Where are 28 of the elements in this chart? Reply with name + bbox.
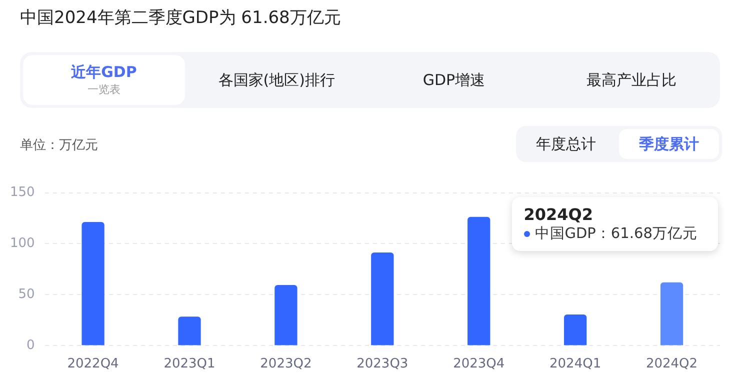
y-axis-title: 单位：万亿元 (20, 137, 98, 154)
annotation: 2024Q2 中国GDP：61.68万亿元 (524, 204, 698, 243)
text: 季度累计 (619, 129, 719, 159)
y-tick-label: 0 (26, 338, 35, 353)
y-tick-label: 50 (18, 286, 35, 302)
x-tick-label: 2023Q4 (453, 356, 505, 372)
text: 各国家(地区)排行 (217, 70, 336, 90)
bar (82, 222, 104, 346)
text: 一览表 (88, 82, 120, 97)
bar (178, 316, 201, 346)
bar (274, 285, 298, 346)
x-tick-label: 2022Q4 (67, 356, 119, 372)
text: GDP增速 (422, 70, 486, 90)
y-tick-label: 100 (10, 236, 35, 252)
x-tick-label: 2023Q3 (356, 356, 408, 372)
bar (660, 282, 684, 346)
bar (564, 314, 587, 346)
y-tick-label: 150 (10, 185, 35, 200)
x-tick-label: 2024Q2 (646, 356, 698, 372)
x-tick-label: 2023Q1 (164, 356, 216, 372)
text: 年度总计 (535, 134, 597, 154)
x-tick-label: 2023Q2 (260, 356, 312, 372)
text: 近年GDP (71, 63, 137, 82)
x-tick-label: 2024Q1 (550, 356, 602, 372)
text: 最高产业占比 (585, 70, 678, 90)
chart-title: 中国2024年第二季度GDP为 61.68万亿元 (20, 7, 341, 29)
bar (468, 216, 490, 346)
bar (371, 252, 394, 346)
